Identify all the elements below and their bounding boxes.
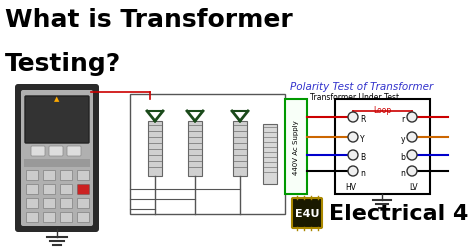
FancyBboxPatch shape bbox=[78, 213, 90, 223]
Text: n: n bbox=[400, 168, 405, 177]
Text: E4U: E4U bbox=[295, 208, 319, 218]
FancyBboxPatch shape bbox=[44, 171, 55, 181]
Circle shape bbox=[407, 166, 417, 176]
FancyBboxPatch shape bbox=[44, 213, 55, 223]
Bar bbox=[335, 100, 430, 194]
Text: b: b bbox=[400, 152, 405, 161]
FancyBboxPatch shape bbox=[15, 85, 99, 232]
FancyBboxPatch shape bbox=[61, 171, 73, 181]
Circle shape bbox=[348, 113, 358, 122]
Circle shape bbox=[407, 113, 417, 122]
FancyBboxPatch shape bbox=[25, 97, 89, 143]
Bar bbox=[233, 121, 247, 176]
Bar bbox=[188, 121, 202, 176]
FancyBboxPatch shape bbox=[61, 185, 73, 195]
FancyBboxPatch shape bbox=[27, 185, 38, 195]
Circle shape bbox=[348, 150, 358, 160]
FancyBboxPatch shape bbox=[61, 199, 73, 209]
Text: Y: Y bbox=[360, 134, 365, 143]
FancyBboxPatch shape bbox=[44, 199, 55, 209]
Text: LV: LV bbox=[410, 182, 419, 191]
Text: y: y bbox=[401, 134, 405, 143]
Text: Loop: Loop bbox=[374, 106, 392, 115]
Text: Polarity Test of Transformer: Polarity Test of Transformer bbox=[290, 82, 433, 92]
Text: n: n bbox=[360, 168, 365, 177]
Bar bbox=[130, 94, 285, 214]
Text: Testing?: Testing? bbox=[5, 52, 121, 76]
FancyBboxPatch shape bbox=[27, 171, 38, 181]
FancyBboxPatch shape bbox=[78, 171, 90, 181]
Text: R: R bbox=[360, 114, 365, 123]
FancyBboxPatch shape bbox=[24, 159, 90, 167]
Bar bbox=[148, 121, 162, 176]
FancyBboxPatch shape bbox=[31, 146, 45, 156]
FancyBboxPatch shape bbox=[78, 199, 90, 209]
Bar bbox=[263, 124, 277, 184]
Text: What is Transformer: What is Transformer bbox=[5, 8, 293, 32]
Text: Transformer Under Test: Transformer Under Test bbox=[310, 93, 399, 102]
FancyBboxPatch shape bbox=[78, 185, 90, 195]
Circle shape bbox=[407, 133, 417, 142]
Circle shape bbox=[348, 166, 358, 176]
Circle shape bbox=[407, 150, 417, 160]
FancyBboxPatch shape bbox=[61, 213, 73, 223]
Text: HV: HV bbox=[346, 182, 356, 191]
FancyBboxPatch shape bbox=[27, 199, 38, 209]
Text: r: r bbox=[402, 114, 405, 123]
FancyBboxPatch shape bbox=[27, 213, 38, 223]
Text: B: B bbox=[360, 152, 365, 161]
FancyBboxPatch shape bbox=[67, 146, 81, 156]
Text: Electrical 4 U: Electrical 4 U bbox=[329, 203, 474, 223]
FancyBboxPatch shape bbox=[49, 146, 63, 156]
FancyBboxPatch shape bbox=[44, 185, 55, 195]
Bar bbox=[285, 100, 307, 194]
FancyBboxPatch shape bbox=[292, 198, 322, 228]
Text: 440V Ac Supply: 440V Ac Supply bbox=[293, 120, 299, 174]
FancyBboxPatch shape bbox=[21, 91, 93, 226]
Circle shape bbox=[348, 133, 358, 142]
Text: ▲: ▲ bbox=[55, 96, 60, 102]
